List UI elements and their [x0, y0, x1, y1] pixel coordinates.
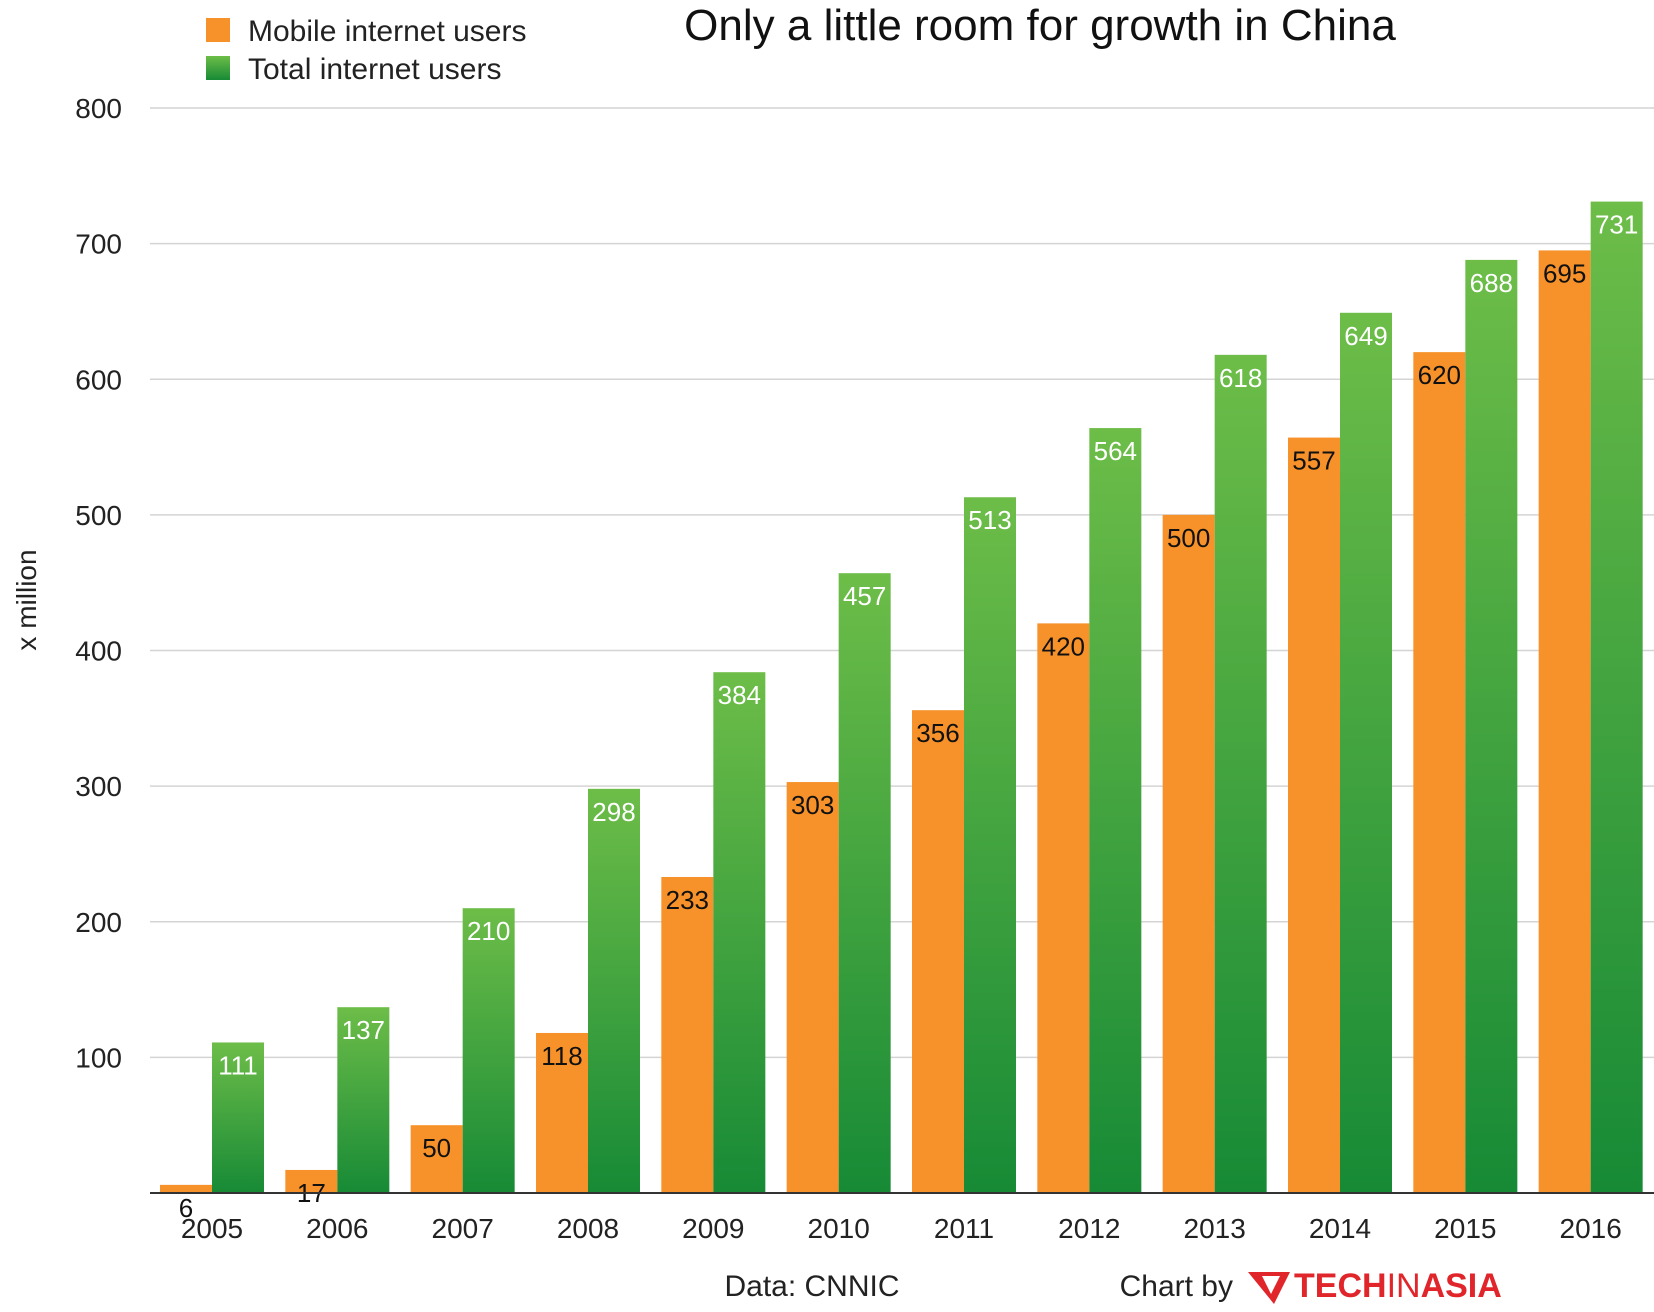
data-label-total: 384: [718, 680, 761, 710]
data-label-mobile: 233: [666, 885, 709, 915]
x-tick-label: 2009: [682, 1213, 744, 1244]
x-tick-label: 2006: [306, 1213, 368, 1244]
y-tick-label: 300: [75, 771, 122, 802]
x-tick-label: 2011: [934, 1213, 994, 1244]
y-tick-labels: 100 200 300 400 500 600 700 800: [75, 93, 122, 1073]
data-label-total: 111: [218, 1050, 258, 1080]
data-label-mobile: 557: [1292, 446, 1335, 476]
y-tick-label: 500: [75, 500, 122, 531]
data-source: Data: CNNIC: [724, 1270, 899, 1303]
data-label-total: 210: [467, 916, 510, 946]
brand-tech: TECH: [1294, 1267, 1387, 1305]
data-label-total: 649: [1344, 321, 1387, 351]
bar-mobile: [285, 1169, 338, 1193]
data-label-mobile: 420: [1042, 631, 1085, 661]
x-tick-label: 2007: [432, 1213, 494, 1244]
data-label-mobile: 6: [179, 1193, 193, 1223]
brand-asia: ASIA: [1421, 1267, 1502, 1305]
data-label-total: 137: [342, 1015, 385, 1045]
bar-mobile: [786, 782, 839, 1193]
data-label-mobile: 303: [791, 790, 834, 820]
data-label-mobile: 695: [1543, 258, 1586, 288]
data-label-mobile: 356: [916, 718, 959, 748]
legend-label-mobile: Mobile internet users: [248, 15, 526, 48]
bar-total: [713, 672, 766, 1193]
data-label-total: 298: [592, 797, 635, 827]
brand-in: IN: [1387, 1267, 1421, 1305]
x-tick-label: 2014: [1309, 1213, 1371, 1244]
chart-credit: Chart by: [1120, 1270, 1233, 1303]
y-tick-label: 800: [75, 93, 122, 124]
bar-total: [838, 573, 891, 1193]
bar-mobile: [1288, 437, 1340, 1194]
bars: [160, 201, 1643, 1194]
x-tick-label: 2010: [808, 1213, 870, 1244]
techinasia-wordmark: TECHINASIA: [1294, 1267, 1502, 1305]
techinasia-logo: TECHINASIA: [1248, 1267, 1502, 1305]
x-tick-label: 2015: [1434, 1213, 1496, 1244]
x-tick-label: 2008: [557, 1213, 619, 1244]
legend-label-total: Total internet users: [248, 53, 501, 86]
data-label-total: 731: [1595, 210, 1638, 240]
legend: Mobile internet users Total internet use…: [206, 15, 526, 86]
data-label-mobile: 118: [541, 1041, 582, 1071]
bar-total: [1340, 312, 1392, 1193]
bar-total: [1465, 259, 1518, 1193]
x-tick-labels: 2005 2006 2007 2008 2009 2010 2011 2012 2013 2014…: [181, 1213, 1622, 1244]
data-label-mobile: 50: [422, 1133, 451, 1163]
bar-total: [588, 788, 640, 1193]
gridlines: [150, 107, 1654, 1059]
y-tick-label: 600: [75, 364, 122, 395]
bar-total: [462, 908, 515, 1193]
bar-mobile: [661, 876, 714, 1193]
bar-mobile: [160, 1184, 212, 1193]
y-tick-label: 100: [75, 1042, 122, 1073]
data-label-mobile: 620: [1418, 360, 1461, 390]
data-label-mobile: 500: [1167, 523, 1210, 553]
x-tick-label: 2005: [181, 1213, 243, 1244]
bar-mobile: [1413, 352, 1466, 1193]
data-label-total: 457: [843, 581, 886, 611]
bar-mobile: [410, 1125, 463, 1193]
bar-total: [212, 1042, 264, 1193]
y-tick-label: 400: [75, 636, 122, 667]
bar-mobile: [1538, 250, 1591, 1193]
x-tick-label: 2016: [1560, 1213, 1622, 1244]
bar-mobile: [536, 1032, 588, 1193]
data-label-total: 564: [1094, 436, 1137, 466]
chart-title: Only a little room for growth in China: [684, 1, 1396, 50]
bar-total: [964, 497, 1016, 1193]
x-tick-label: 2012: [1058, 1213, 1120, 1244]
bar-total: [1089, 428, 1142, 1193]
y-tick-label: 700: [75, 229, 122, 260]
bar-mobile: [1037, 623, 1090, 1193]
y-tick-label: 200: [75, 907, 122, 938]
bar-total: [1214, 354, 1267, 1193]
x-tick-label: 2013: [1184, 1213, 1246, 1244]
techinasia-logo-mark: [1248, 1272, 1290, 1304]
data-label-total: 618: [1219, 363, 1262, 393]
bar-total: [337, 1007, 390, 1193]
legend-swatch-total: [206, 56, 230, 80]
data-labels: 6111171375021011829823338430345735651342…: [179, 210, 1639, 1223]
y-axis-label: x million: [11, 549, 42, 650]
bar-mobile: [1162, 514, 1215, 1193]
data-label-total: 513: [968, 505, 1011, 535]
bar-mobile: [912, 710, 964, 1193]
data-label-total: 688: [1470, 268, 1513, 298]
bar-total: [1590, 201, 1643, 1194]
legend-swatch-mobile: [206, 18, 230, 42]
